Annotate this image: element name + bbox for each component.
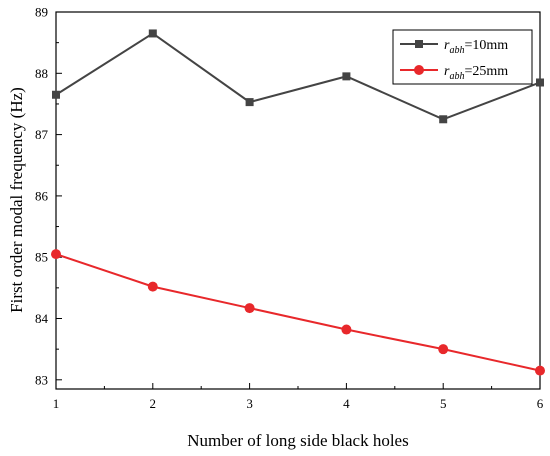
legend-entries: rabh=10mm rabh=25mm [400,38,508,82]
series-line [55,253,541,372]
legend: rabh=10mm rabh=25mm [392,29,533,85]
legend-box [392,29,533,85]
legend-label: rabh=10mm [444,38,508,56]
data-point [535,365,545,376]
legend-marker [414,65,424,75]
y-tick-label: 86 [35,188,49,203]
y-tick-label: 83 [35,372,48,387]
data-point [342,72,351,81]
x-axis-title: Number of long side black holes [187,431,408,450]
y-tick-label: 89 [35,5,48,20]
legend-label: rabh=25mm [444,64,508,82]
x-tick-label: 4 [343,396,350,411]
data-point [439,115,448,124]
y-tick-label: 87 [35,127,49,142]
legend-marker [415,40,423,48]
data-point [148,29,157,38]
x-tick-label: 6 [537,396,544,411]
series-line [55,32,541,121]
y-tick-label: 85 [35,250,48,265]
series-layer [51,29,545,376]
data-point [51,249,61,260]
x-tick-label: 3 [246,396,253,411]
x-tick-label: 1 [53,396,60,411]
x-tick-label: 2 [150,396,157,411]
data-point [341,324,352,335]
x-tick-label: 5 [440,396,447,411]
data-point [244,303,255,314]
y-axis-title: First order modal frequency (Hz) [7,87,26,313]
data-point [536,78,544,87]
y-tick-label: 84 [35,311,49,326]
data-point [438,344,449,355]
data-point [147,281,158,292]
axis-ticks: 1 2 3 4 5 6 83 84 85 86 87 88 89 [35,5,544,412]
data-point [52,90,60,99]
data-point [245,98,254,107]
y-tick-label: 88 [35,66,48,81]
